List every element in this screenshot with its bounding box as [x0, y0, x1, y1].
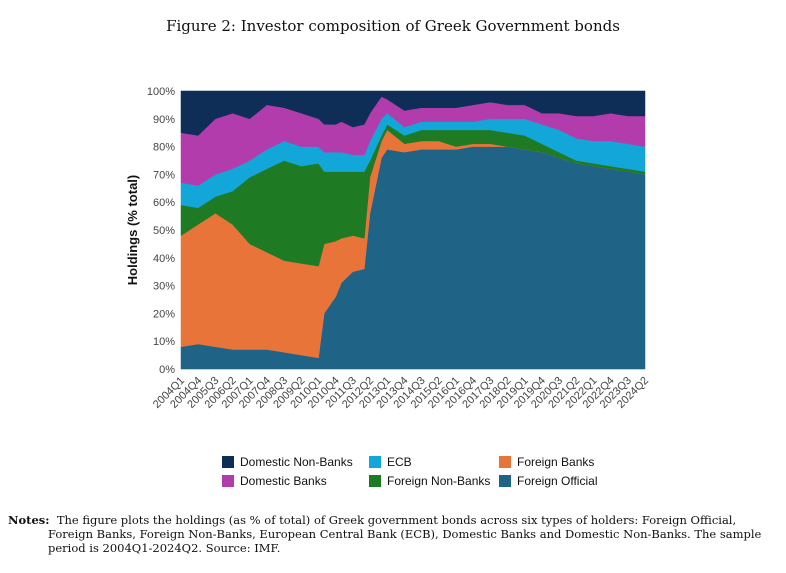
y-tick-label: 20%: [153, 308, 175, 320]
legend-label: Domestic Banks: [240, 474, 327, 488]
y-tick-label: 0%: [159, 364, 175, 376]
figure-notes: Notes: The figure plots the holdings (as…: [8, 513, 778, 555]
x-axis-ticks: 2004Q12004Q42005Q32006Q22007Q12007Q42008…: [151, 375, 651, 411]
y-tick-label: 50%: [153, 225, 175, 237]
legend-swatch: [222, 456, 234, 468]
legend-label: Foreign Official: [517, 474, 598, 488]
legend: Domestic Non-Banks ECB Foreign Banks Dom…: [222, 455, 642, 491]
legend-item-domestic-banks: Domestic Banks: [222, 474, 327, 488]
legend-label: Domestic Non-Banks: [240, 455, 353, 469]
area-domestic-non-banks: [180, 90, 646, 136]
y-tick-label: 60%: [153, 197, 175, 209]
legend-label: ECB: [387, 455, 412, 469]
notes-lead: Notes:: [8, 513, 50, 527]
legend-swatch: [222, 475, 234, 487]
y-axis-ticks: 0% 10% 20% 30% 40% 50% 60% 70% 80% 90% 100%: [147, 86, 175, 376]
legend-item-domestic-non-banks: Domestic Non-Banks: [222, 455, 353, 469]
chart: 0% 10% 20% 30% 40% 50% 60% 70% 80% 90% 100% 2004Q1…: [125, 86, 651, 411]
y-tick-label: 30%: [153, 281, 175, 293]
figure-title: Figure 2: Investor composition of Greek …: [166, 17, 620, 35]
y-tick-label: 40%: [153, 253, 175, 265]
y-tick-label: 70%: [153, 169, 175, 181]
stacked-areas: [180, 90, 646, 370]
legend-item-foreign-banks: Foreign Banks: [499, 455, 594, 469]
notes-text: The figure plots the holdings (as % of t…: [48, 513, 762, 555]
y-tick-label: 10%: [153, 336, 175, 348]
legend-item-foreign-non-banks: Foreign Non-Banks: [369, 474, 490, 488]
legend-swatch: [499, 475, 511, 487]
y-tick-label: 100%: [147, 86, 175, 98]
legend-swatch: [369, 456, 381, 468]
y-tick-label: 90%: [153, 114, 175, 126]
legend-swatch: [369, 475, 381, 487]
legend-item-foreign-official: Foreign Official: [499, 474, 597, 488]
legend-swatch: [499, 456, 511, 468]
legend-label: Foreign Non-Banks: [387, 474, 491, 488]
legend-label: Foreign Banks: [517, 455, 595, 469]
legend-item-ecb: ECB: [369, 455, 412, 469]
y-axis-label: Holdings (% total): [125, 175, 140, 286]
y-tick-label: 80%: [153, 142, 175, 154]
